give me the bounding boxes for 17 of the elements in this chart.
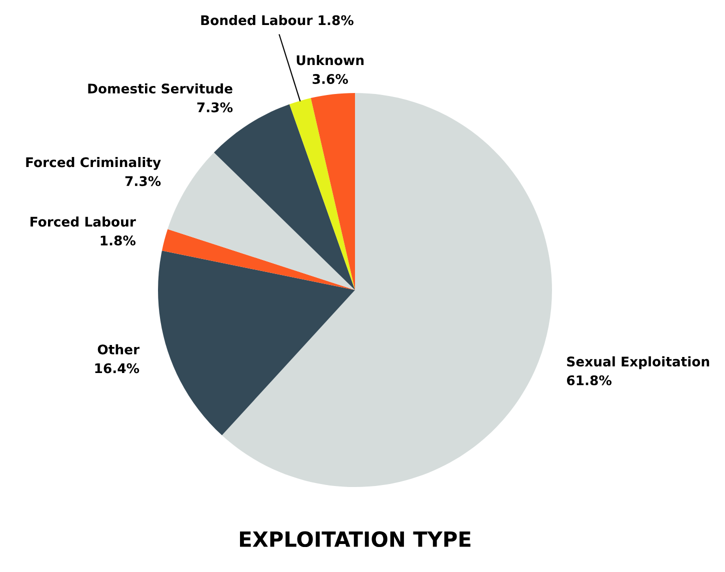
slice-label: Unknown bbox=[296, 54, 364, 66]
data-label: 7.3% bbox=[125, 176, 161, 186]
data-label: 7.3% bbox=[197, 102, 233, 112]
slice-label: Forced Labour bbox=[30, 216, 136, 227]
pie-slice bbox=[310, 93, 355, 290]
data-label: 16.4% bbox=[95, 363, 140, 374]
data-label: 61.8% bbox=[566, 375, 612, 386]
slice-label: Other bbox=[98, 344, 140, 354]
data-label: 3.6% bbox=[312, 74, 348, 84]
slice-label: Forced Criminality bbox=[26, 157, 161, 170]
pie-slice bbox=[289, 98, 355, 290]
slice-label: Sexual Exploitation bbox=[567, 356, 710, 370]
slice-label: Domestic Servitude bbox=[88, 83, 232, 94]
text: EXPLOITATION TYPE bbox=[240, 531, 470, 548]
pie-slice bbox=[162, 229, 355, 290]
slice-label: Bonded Labour 1.8% bbox=[201, 14, 354, 26]
data-label: 1.8% bbox=[100, 236, 136, 246]
